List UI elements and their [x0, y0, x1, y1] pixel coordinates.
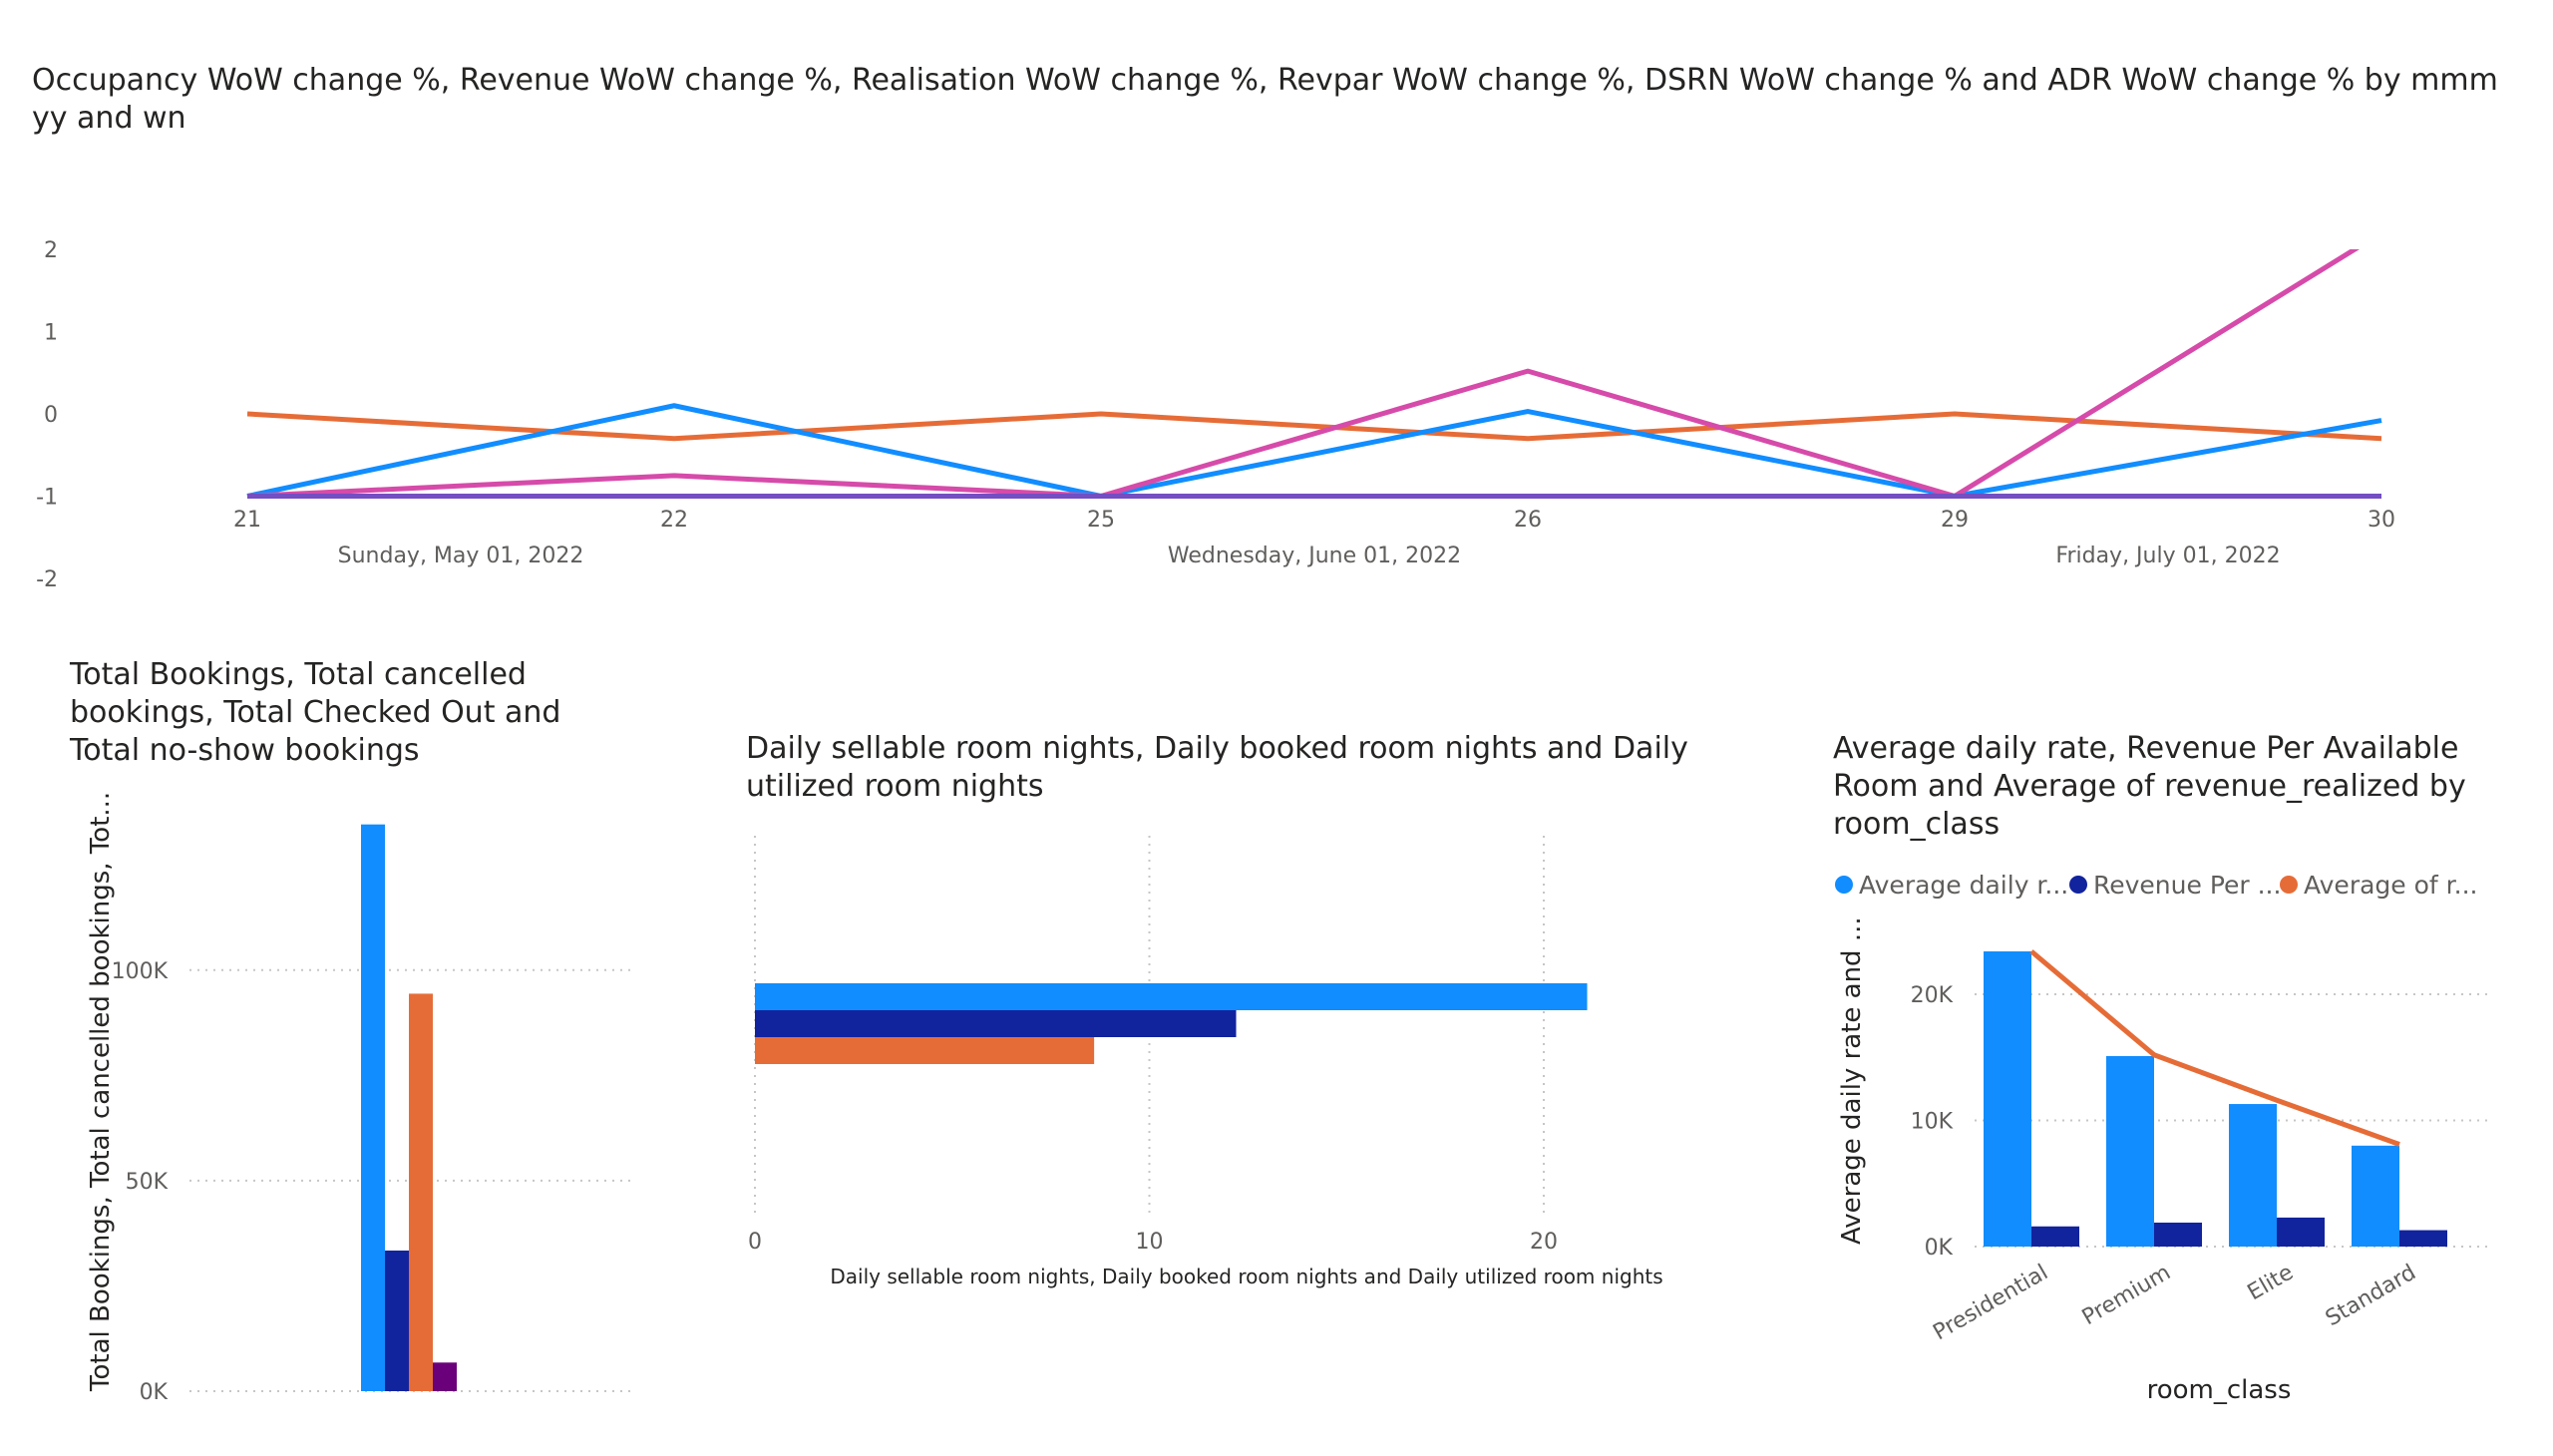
- y-tick-label: 100K: [112, 959, 169, 984]
- legend-label: Revenue Per ...: [2093, 871, 2281, 900]
- y-tick-label: -2: [36, 567, 58, 592]
- x-tick-label: 20: [1530, 1230, 1558, 1255]
- x-tick-label: 22: [660, 508, 688, 533]
- line-chart-title: Occupancy WoW change %, Revenue WoW chan…: [32, 63, 2498, 136]
- legend-label: Average daily r...: [1859, 871, 2068, 900]
- bar: [2229, 1104, 2277, 1247]
- bar: [385, 1250, 409, 1391]
- legend-marker: [2069, 876, 2087, 894]
- y-tick-label: -1: [36, 486, 58, 511]
- bookings-chart-title: Total Bookings, Total cancelled bookings…: [70, 657, 561, 768]
- legend-marker: [1835, 876, 1853, 894]
- y-tick-label: 0K: [1925, 1236, 1954, 1261]
- x-tick-label: Elite: [2244, 1261, 2298, 1306]
- bar: [361, 824, 385, 1391]
- room-nights-chart-title: Daily sellable room nights, Daily booked…: [746, 731, 1688, 804]
- y-tick-label: 1: [44, 321, 58, 346]
- bar: [755, 1037, 1095, 1064]
- bar: [409, 993, 433, 1391]
- bar: [1984, 950, 2031, 1247]
- bar: [433, 1362, 457, 1391]
- bar: [2399, 1230, 2447, 1247]
- series-line: [246, 249, 2361, 499]
- x-tick-label: 10: [1136, 1230, 1164, 1255]
- x-tick-label: Standard: [2322, 1261, 2420, 1332]
- y-tick-label: 20K: [1911, 983, 1954, 1008]
- x-axis-label: Daily sellable room nights, Daily booked…: [830, 1265, 1662, 1288]
- y-tick-label: 0K: [140, 1380, 169, 1405]
- month-label: Wednesday, June 01, 2022: [1168, 544, 1461, 568]
- room-class-chart-title: Average daily rate, Revenue Per Availabl…: [1833, 731, 2466, 842]
- bar: [2277, 1217, 2325, 1247]
- series-line: [246, 411, 2382, 442]
- bar: [2106, 1055, 2154, 1247]
- month-label: Friday, July 01, 2022: [2055, 544, 2280, 568]
- x-tick-label: 21: [233, 508, 261, 533]
- x-tick-label: 30: [2368, 508, 2395, 533]
- legend-label: Average of r...: [2304, 871, 2477, 900]
- x-tick-label: 26: [1514, 508, 1542, 533]
- bar: [2352, 1145, 2399, 1247]
- bar: [755, 1010, 1237, 1037]
- x-axis-label: room_class: [2147, 1375, 2292, 1405]
- series-line: [246, 403, 2382, 499]
- x-tick-label: 29: [1941, 508, 1969, 533]
- bar: [755, 983, 1588, 1010]
- x-tick-label: 25: [1087, 508, 1115, 533]
- bar: [2031, 1226, 2079, 1247]
- bar: [2154, 1222, 2202, 1247]
- y-tick-label: 50K: [126, 1170, 169, 1195]
- y-tick-label: 0: [44, 403, 58, 428]
- y-tick-label: 10K: [1911, 1110, 1954, 1135]
- x-tick-label: Premium: [2078, 1261, 2175, 1331]
- x-tick-label: Presidential: [1929, 1261, 2052, 1346]
- month-label: Sunday, May 01, 2022: [338, 544, 584, 568]
- legend-marker: [2280, 876, 2298, 894]
- y-tick-label: 2: [44, 238, 58, 263]
- series-line: [2029, 949, 2400, 1147]
- x-tick-label: 0: [748, 1230, 762, 1255]
